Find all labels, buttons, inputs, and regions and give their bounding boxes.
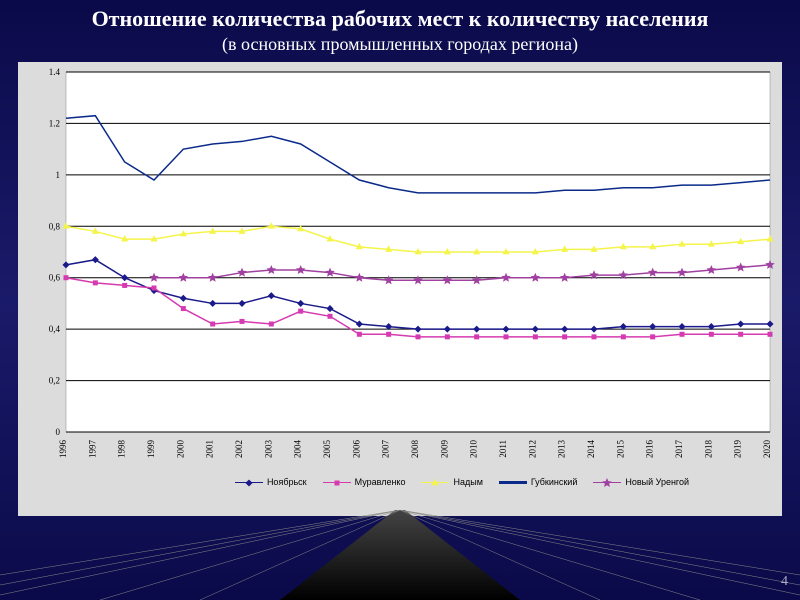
- legend-item: Ноябрьск: [235, 477, 307, 487]
- y-tick-label: 0,6: [49, 273, 61, 283]
- y-tick-label: 0: [56, 427, 61, 437]
- legend-marker: [246, 480, 252, 486]
- y-tick-label: 0,2: [49, 376, 60, 386]
- marker: [474, 334, 479, 339]
- legend-item: Губкинский: [499, 477, 577, 487]
- chart-svg: 0 0,2 0,4 0,6 0,8 1 1.2 1.4 1996 1997 1998 1999 2000…: [18, 62, 782, 516]
- decorative-rays: [0, 510, 800, 600]
- marker: [504, 334, 509, 339]
- marker: [357, 332, 362, 337]
- legend-swatch: [235, 482, 263, 483]
- marker: [445, 334, 450, 339]
- marker: [269, 322, 274, 327]
- legend-label: Губкинский: [531, 477, 577, 487]
- marker: [64, 275, 69, 280]
- x-tick-label: 1999: [146, 440, 156, 459]
- x-tick-label: 1997: [87, 440, 97, 459]
- x-tick: 2000: [175, 440, 185, 459]
- marker: [93, 280, 98, 285]
- marker: [298, 309, 303, 314]
- marker: [210, 322, 215, 327]
- marker: [122, 283, 127, 288]
- legend-swatch: [323, 482, 351, 483]
- slide-title-block: Отношение количества рабочих мест к коли…: [0, 6, 800, 55]
- marker: [334, 480, 339, 485]
- x-tick: 2019: [733, 440, 743, 459]
- marker: [650, 334, 655, 339]
- x-tick: 2020: [762, 440, 772, 459]
- legend-swatch: [593, 482, 621, 483]
- marker: [603, 478, 613, 487]
- legend-label: Ноябрьск: [267, 477, 307, 487]
- marker: [768, 332, 773, 337]
- marker: [533, 334, 538, 339]
- page-number: 4: [781, 574, 788, 590]
- marker: [245, 479, 252, 486]
- x-tick: 1998: [117, 440, 127, 459]
- legend-item: Новый Уренгой: [593, 477, 689, 487]
- x-tick-label: 2000: [175, 440, 185, 459]
- legend-label: Муравленко: [355, 477, 406, 487]
- y-tick-label: 0,8: [49, 221, 61, 231]
- y-tick-label: 0,4: [49, 324, 61, 334]
- marker: [181, 306, 186, 311]
- chart-legend: Ноябрьск Муравленко Надым Губкинский Новый У…: [192, 454, 732, 510]
- x-tick: 1996: [58, 440, 68, 459]
- marker: [328, 314, 333, 319]
- slide-title: Отношение количества рабочих мест к коли…: [0, 6, 800, 32]
- legend-marker: [432, 480, 438, 486]
- x-tick-label: 2020: [762, 440, 772, 459]
- marker: [152, 286, 157, 291]
- marker: [416, 334, 421, 339]
- marker: [386, 332, 391, 337]
- marker: [680, 332, 685, 337]
- legend-label: Новый Уренгой: [625, 477, 689, 487]
- legend-swatch: [499, 481, 527, 484]
- marker: [592, 334, 597, 339]
- x-tick-label: 2019: [733, 440, 743, 459]
- marker: [621, 334, 626, 339]
- chart-container: 0 0,2 0,4 0,6 0,8 1 1.2 1.4 1996 1997 1998 1999 2000…: [18, 62, 782, 516]
- legend-swatch: [421, 482, 449, 483]
- legend-item: Надым: [421, 477, 482, 487]
- legend-marker: [604, 480, 610, 486]
- slide: Отношение количества рабочих мест к коли…: [0, 0, 800, 600]
- x-tick-label: 1998: [117, 440, 127, 459]
- marker: [738, 332, 743, 337]
- legend-marker: [334, 480, 340, 486]
- y-tick-label: 1.4: [49, 67, 61, 77]
- y-tick-label: 1.2: [49, 118, 60, 128]
- slide-subtitle: (в основных промышленных городах региона…: [0, 34, 800, 55]
- marker: [709, 332, 714, 337]
- x-tick: 1999: [146, 440, 156, 459]
- legend-label: Надым: [453, 477, 482, 487]
- legend-item: Муравленко: [323, 477, 406, 487]
- y-tick-label: 1: [56, 170, 61, 180]
- marker: [240, 319, 245, 324]
- marker: [562, 334, 567, 339]
- marker: [432, 479, 439, 485]
- x-tick-label: 1996: [58, 440, 68, 459]
- x-tick: 1997: [87, 440, 97, 459]
